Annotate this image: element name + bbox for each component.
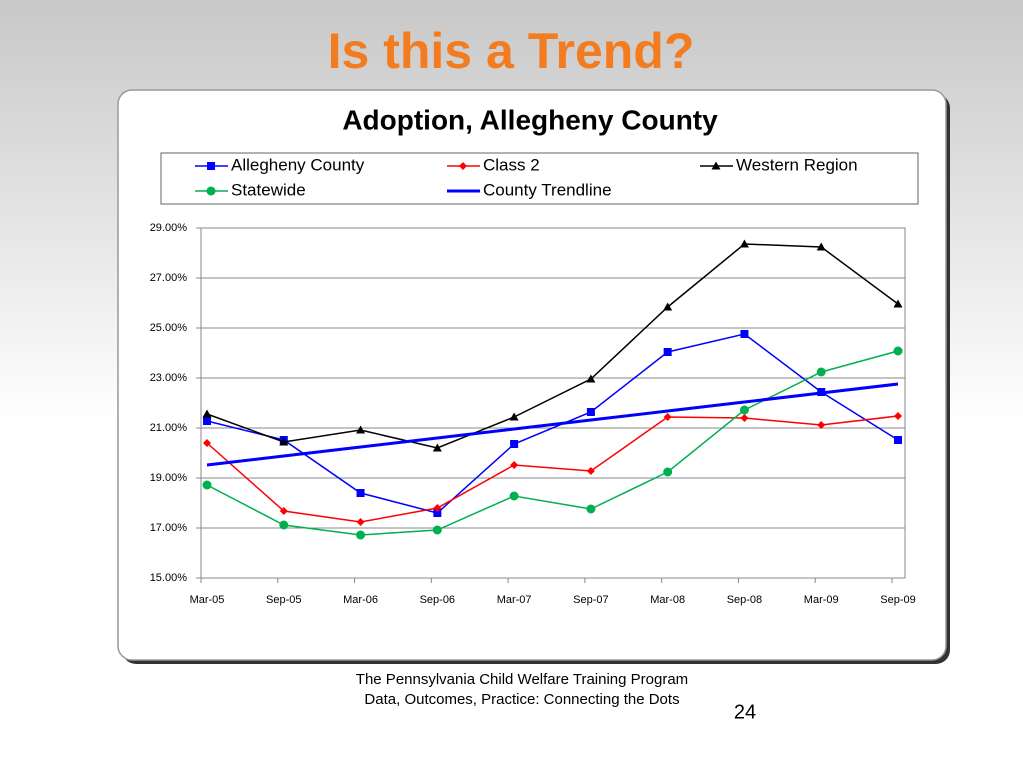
marker <box>356 425 366 434</box>
marker <box>432 525 442 535</box>
marker <box>432 443 442 452</box>
x-tick-label: Mar-06 <box>343 594 378 606</box>
page-number: 24 <box>734 701 756 723</box>
marker <box>202 409 212 418</box>
legend-label: Class 2 <box>483 155 540 174</box>
marker <box>663 467 673 477</box>
x-tick-label: Mar-08 <box>650 594 685 606</box>
marker <box>894 436 902 444</box>
marker <box>459 162 467 170</box>
marker <box>586 504 596 514</box>
marker <box>586 408 595 416</box>
y-tick-label: 27.00% <box>150 272 188 284</box>
footer-line: Data, Outcomes, Practice: Connecting the… <box>364 691 679 708</box>
x-tick-label: Sep-05 <box>266 594 301 606</box>
marker <box>356 489 365 497</box>
marker <box>509 412 519 421</box>
x-tick-label: Mar-09 <box>804 594 839 606</box>
marker <box>739 239 749 248</box>
plot-area <box>200 227 906 579</box>
x-tick-label: Sep-06 <box>420 594 455 606</box>
series-line <box>206 350 899 536</box>
marker <box>207 162 215 170</box>
x-tick-label: Mar-07 <box>497 594 532 606</box>
marker <box>202 480 212 490</box>
y-tick-label: 19.00% <box>150 472 188 484</box>
chart-title: Adoption, Allegheny County <box>342 104 718 135</box>
marker <box>663 302 673 311</box>
legend <box>160 152 919 205</box>
marker <box>663 413 672 421</box>
marker <box>510 440 519 448</box>
y-tick-label: 17.00% <box>150 522 188 534</box>
marker <box>893 346 903 356</box>
marker <box>894 412 902 420</box>
marker <box>279 520 289 530</box>
marker <box>663 348 672 356</box>
marker <box>433 509 442 517</box>
marker <box>739 405 749 415</box>
legend-label: County Trendline <box>483 180 612 199</box>
marker <box>586 374 596 383</box>
marker <box>433 504 442 512</box>
y-tick-label: 23.00% <box>150 372 188 384</box>
marker <box>893 299 903 308</box>
marker <box>206 186 216 196</box>
x-tick-label: Mar-05 <box>190 594 225 606</box>
marker <box>816 367 826 377</box>
marker <box>740 330 749 338</box>
footer-line: The Pennsylvania Child Welfare Training … <box>356 671 688 688</box>
trendline <box>206 382 899 467</box>
marker <box>510 461 519 469</box>
y-tick-label: 15.00% <box>150 572 188 584</box>
series-line <box>206 415 899 523</box>
x-tick-label: Sep-09 <box>880 594 915 606</box>
marker <box>356 530 366 540</box>
marker <box>816 242 826 251</box>
marker <box>740 414 749 422</box>
y-tick-label: 21.00% <box>150 422 188 434</box>
marker <box>711 161 721 170</box>
marker <box>356 518 365 526</box>
marker <box>203 417 211 425</box>
x-tick-label: Sep-08 <box>727 594 762 606</box>
marker <box>586 467 595 475</box>
y-tick-label: 25.00% <box>150 322 188 334</box>
marker <box>509 491 519 501</box>
x-tick-label: Sep-07 <box>573 594 608 606</box>
marker <box>279 437 289 446</box>
marker <box>817 421 826 429</box>
legend-label: Statewide <box>231 180 306 199</box>
marker <box>279 507 288 515</box>
legend-label: Western Region <box>736 155 858 174</box>
series-line <box>206 333 899 514</box>
y-tick-label: 29.00% <box>150 222 188 234</box>
legend-label: Allegheny County <box>231 155 365 174</box>
slide-title: Is this a Trend? <box>328 23 695 79</box>
series-line <box>206 243 899 449</box>
marker <box>203 439 211 447</box>
